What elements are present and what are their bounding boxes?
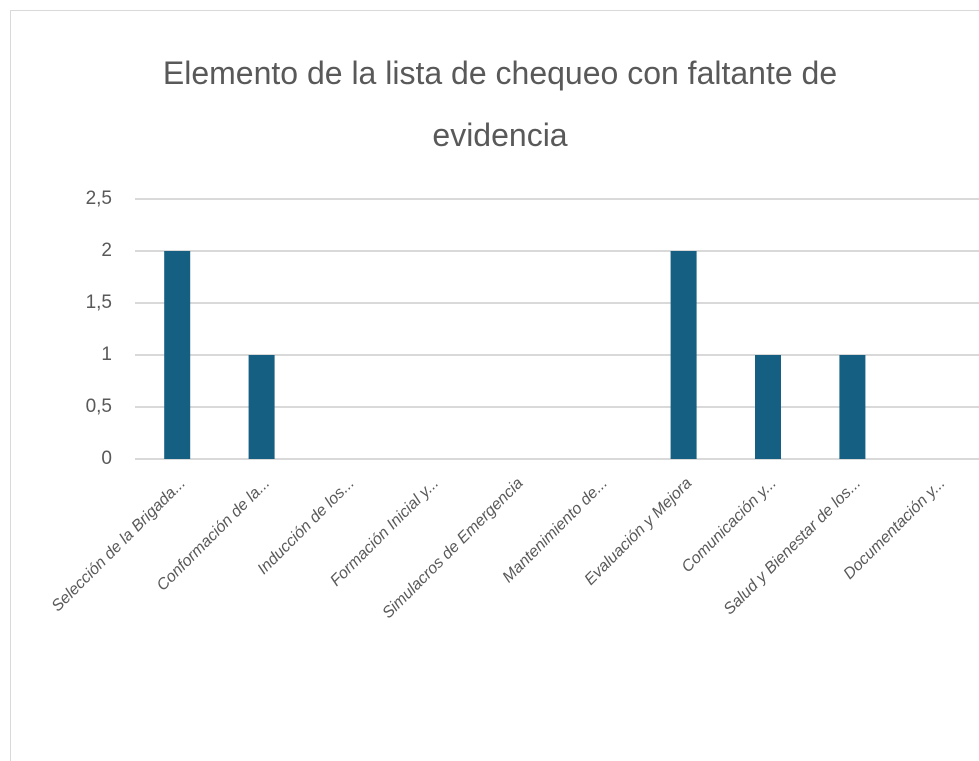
y-tick-label: 0,5 bbox=[86, 396, 112, 417]
x-tick-label: Salud y Bienestar de los... bbox=[721, 475, 864, 618]
bar bbox=[164, 251, 191, 459]
bar bbox=[839, 355, 866, 459]
y-tick-label: 1 bbox=[101, 344, 112, 365]
y-tick-label: 0 bbox=[101, 448, 112, 469]
bar bbox=[755, 355, 781, 459]
chart-border bbox=[10, 10, 979, 761]
chart-title: Elemento de la lista de chequeo con falt… bbox=[162, 55, 838, 153]
y-tick-label: 1,5 bbox=[86, 292, 112, 313]
x-tick-label: Comunicación y... bbox=[679, 475, 780, 576]
y-tick-label: 2 bbox=[101, 240, 112, 261]
x-tick-label: Simulacros de Emergencia bbox=[379, 475, 526, 622]
y-tick-label: 2,5 bbox=[86, 188, 112, 209]
bar bbox=[248, 355, 275, 459]
x-tick-label: Selección de la Brigada... bbox=[49, 475, 189, 615]
bar bbox=[670, 251, 697, 459]
